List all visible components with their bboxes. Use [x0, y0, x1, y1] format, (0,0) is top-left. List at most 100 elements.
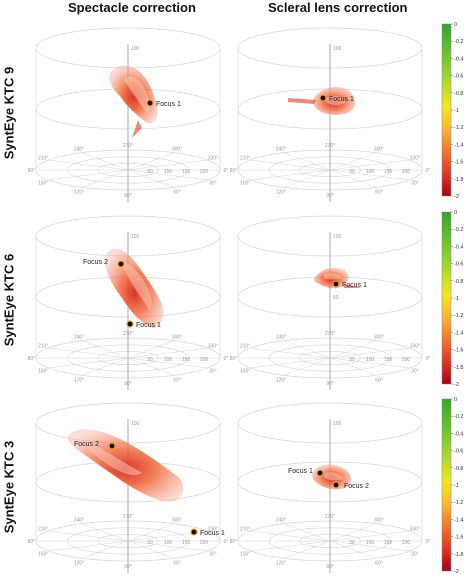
vertical-tick-label: 100 — [333, 46, 342, 52]
focus-label: Focus 1 — [200, 530, 225, 537]
vertical-tick-label: 100 — [131, 46, 140, 52]
radial-tick-label: 200 — [200, 169, 209, 175]
focus-label: Focus 2 — [344, 483, 369, 490]
angle-tick-label: 300° — [172, 146, 182, 152]
angle-tick-label: 60° — [173, 378, 181, 384]
panel-scleral-ktc6: 100 50 0° 30° 60° 90° 120° 150° 180°210° 240° 270°… — [230, 215, 430, 390]
angle-spoke — [329, 540, 377, 559]
angle-tick-label: 120° — [74, 378, 84, 384]
radial-tick-label: 100 — [366, 540, 375, 546]
colorbar-gradient — [441, 211, 452, 385]
colorbar-tick-label: -0.6 — [454, 449, 463, 455]
angle-tick-label: 60° — [375, 561, 383, 567]
angle-tick-label: 240° — [74, 517, 84, 523]
point-cloud — [109, 65, 158, 124]
angle-spoke — [127, 340, 175, 359]
radial-tick-label: 150 — [384, 357, 393, 363]
colorbar-tick-label: 0 — [454, 210, 457, 216]
angle-spoke — [127, 540, 208, 552]
colorbar-tick-label: -0.6 — [454, 74, 463, 80]
radial-tick-label: 200 — [402, 169, 411, 175]
angle-tick-label: 60° — [173, 190, 181, 196]
radial-tick-label: 150 — [384, 169, 393, 175]
angle-tick-label: 270° — [325, 143, 335, 149]
angle-spoke — [81, 340, 129, 359]
panel-spectacle-ktc6: 100 50 0° 30° 60° 90° 120° 150° 180°210° 240° 270°… — [28, 215, 228, 390]
colorbar-tick-label: -2 — [454, 194, 459, 200]
angle-tick-label: 330° — [410, 527, 420, 533]
angle-spoke — [81, 152, 129, 171]
angle-tick-label: 120° — [276, 561, 286, 567]
angle-spoke — [250, 357, 331, 369]
angle-tick-label: 30° — [411, 552, 419, 558]
angle-spoke — [250, 530, 331, 542]
angle-spoke — [48, 169, 129, 181]
angle-tick-label: 270° — [325, 514, 335, 520]
angle-tick-label: 90° — [326, 564, 334, 570]
angle-tick-label: 120° — [276, 378, 286, 384]
angle-tick-label: 120° — [74, 190, 84, 196]
colorbar-tick-label: -1.4 — [454, 517, 463, 523]
panel-scleral-ktc9: 100 50 0° 30° 60° 90° 120° 150° 180°210° 240° 270°… — [230, 27, 430, 202]
angle-spoke — [127, 357, 208, 369]
panel-scleral-ktc3: 100 50 0° 30° 60° 90° 120° 150° 180°210° 240° 270°… — [230, 402, 430, 573]
angle-spoke — [81, 169, 129, 188]
focus-label: Focus 2 — [83, 259, 108, 266]
vertical-tick-label: 100 — [333, 234, 342, 240]
angle-tick-label: 150° — [38, 552, 48, 558]
radial-tick-label: 50 — [349, 357, 355, 363]
radial-tick-label: 200 — [200, 540, 209, 546]
colorbar-tick-label: -1.8 — [454, 552, 463, 558]
colorbar-tick-label: 0 — [454, 397, 457, 403]
radial-tick-label: 100 — [164, 357, 173, 363]
angle-tick-label: 270° — [123, 331, 133, 337]
angle-tick-label: 180° — [28, 356, 35, 362]
angle-tick-label: 330° — [410, 156, 420, 162]
angle-tick-label: 90° — [326, 193, 334, 199]
angle-tick-label: 210° — [38, 527, 48, 533]
colorbar-tick-label: -1.4 — [454, 142, 463, 148]
angle-tick-label: 120° — [276, 190, 286, 196]
angle-spoke — [48, 357, 129, 369]
colorbar-tick-label: -1 — [454, 108, 459, 114]
angle-tick-label: 240° — [276, 517, 286, 523]
row-label-ktc6: SyntEye KTC 6 — [1, 253, 17, 347]
angle-spoke — [250, 540, 331, 552]
colorbar-ktc6: 0 -0.2 -0.4 -0.6 -0.8 -1 -1.2 -1.4 -1.6 -1.8 -2 — [441, 210, 463, 388]
angle-spoke — [81, 357, 129, 376]
angle-spoke — [329, 169, 377, 188]
angle-tick-label: 240° — [74, 334, 84, 340]
radial-tick-label: 150 — [384, 540, 393, 546]
angle-spoke — [283, 540, 331, 559]
colorbar-tick-label: -1.6 — [454, 160, 463, 166]
colorbar-tick-label: -1.6 — [454, 535, 463, 541]
colorbar-tick-label: -1.2 — [454, 500, 463, 506]
angle-tick-label: 180° — [230, 539, 237, 545]
angle-spoke — [329, 340, 377, 359]
angle-tick-label: 300° — [374, 334, 384, 340]
focus-marker — [333, 281, 339, 287]
colorbar-gradient — [441, 398, 452, 572]
angle-tick-label: 90° — [124, 564, 132, 570]
angle-tick-label: 150° — [240, 181, 250, 187]
colorbar-tick-label: 0 — [454, 22, 457, 28]
colorbar-ktc9: 0 -0.2 -0.4 -0.6 -0.8 -1 -1.2 -1.4 -1.6 -1.8 -2 — [441, 22, 463, 200]
angle-spoke — [48, 540, 129, 552]
angle-spoke — [127, 357, 175, 376]
angle-spoke — [329, 169, 410, 181]
angle-tick-label: 180° — [230, 356, 237, 362]
focus-label: Focus 1 — [156, 101, 181, 108]
radial-tick-label: 100 — [366, 357, 375, 363]
angle-spoke — [127, 152, 175, 171]
focus-marker — [320, 95, 326, 101]
radial-tick-label: 50 — [147, 169, 153, 175]
angle-spoke — [48, 530, 129, 542]
angle-tick-label: 210° — [240, 527, 250, 533]
angle-tick-label: 30° — [209, 369, 217, 375]
radial-tick-label: 150 — [182, 540, 191, 546]
angle-spoke — [283, 340, 331, 359]
point-cloud-core — [120, 261, 152, 310]
angle-tick-label: 0° — [224, 356, 228, 362]
angle-spoke — [48, 159, 129, 171]
point-cloud — [105, 248, 164, 329]
